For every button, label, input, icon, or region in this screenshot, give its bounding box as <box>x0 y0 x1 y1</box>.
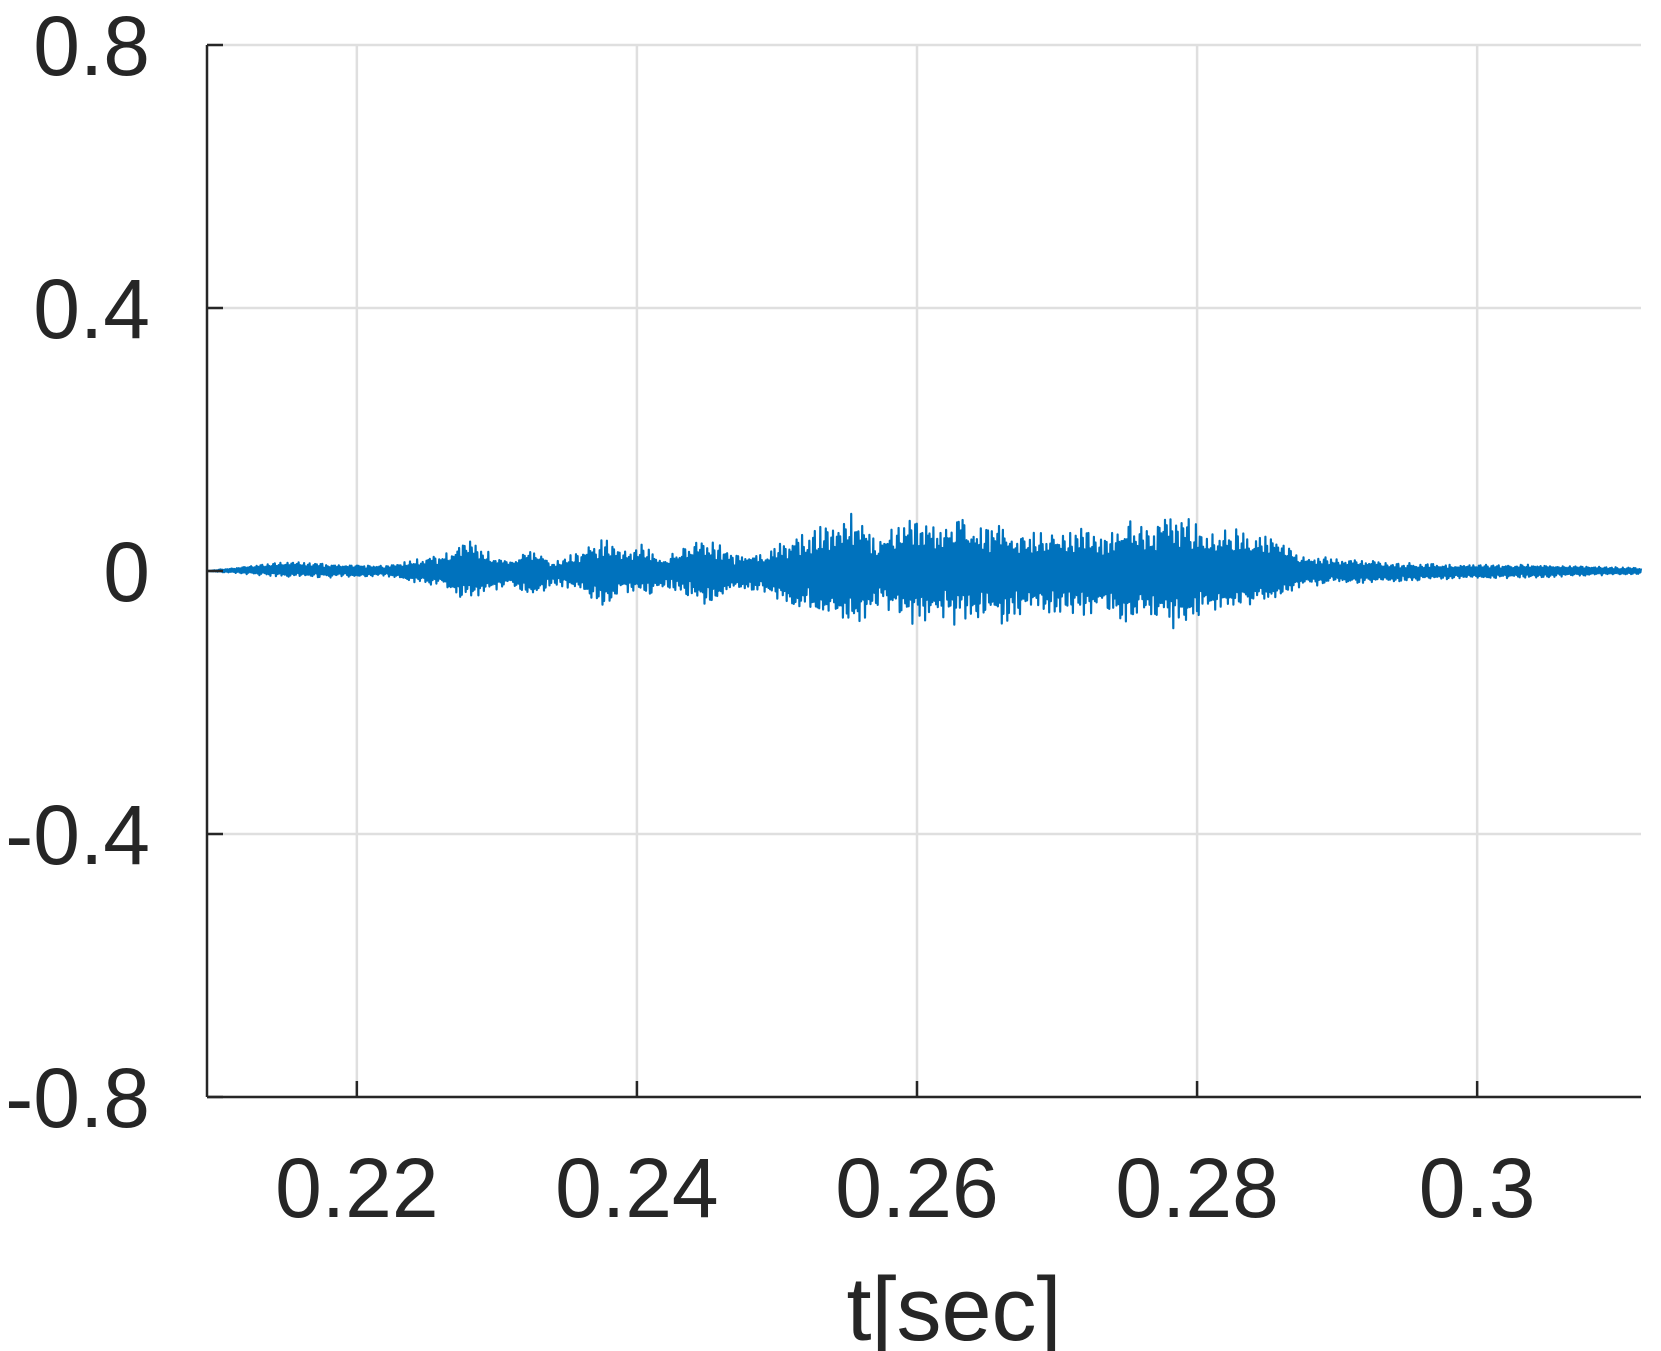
x-tick-label: 0.3 <box>1419 1141 1536 1235</box>
axes <box>205 43 1641 1099</box>
y-tick-label: 0.8 <box>33 0 150 93</box>
y-tick-label: -0.8 <box>5 1051 150 1145</box>
y-tick-label: 0.4 <box>33 262 150 356</box>
x-axis-label: t[sec] <box>846 1260 1061 1351</box>
x-tick-label: 0.26 <box>835 1141 999 1235</box>
y-tick-label: -0.4 <box>5 788 150 882</box>
signal-series-path <box>206 512 1643 630</box>
tick-labels: 0.22 0.24 0.26 0.28 0.3 -0.8 -0.4 0 0.4 0.8 <box>5 0 1535 1235</box>
x-tick-label: 0.24 <box>555 1141 719 1235</box>
x-tick-label: 0.28 <box>1115 1141 1279 1235</box>
x-tick-label: 0.22 <box>275 1141 439 1235</box>
y-tick-label: 0 <box>103 525 150 619</box>
signal-line <box>206 512 1643 630</box>
